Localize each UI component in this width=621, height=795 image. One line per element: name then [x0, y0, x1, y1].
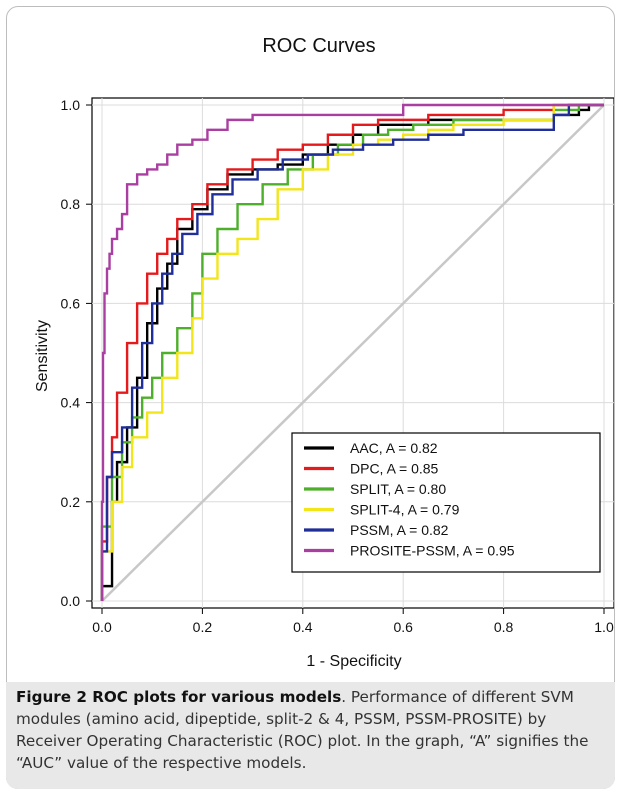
- chart-title: ROC Curves: [262, 35, 375, 57]
- y-tick-label: 1.0: [61, 97, 81, 113]
- x-tick-label: 0.4: [293, 619, 313, 635]
- legend-label-1: AAC, A = 0.82: [350, 440, 438, 456]
- legend-label-3: SPLIT, A = 0.80: [350, 481, 446, 497]
- x-tick-label: 1.0: [594, 619, 614, 635]
- legend-label-5: PSSM, A = 0.82: [350, 522, 449, 538]
- figure-caption: Figure 2 ROC plots for various models. P…: [6, 682, 615, 789]
- roc-curve-series-3: [100, 103, 604, 601]
- legend-label-6: PROSITE-PSSM, A = 0.95: [350, 543, 515, 559]
- y-tick-label: 0.8: [61, 196, 81, 212]
- y-axis-label: Sensitivity: [34, 320, 51, 392]
- legend-label-4: SPLIT-4, A = 0.79: [350, 502, 460, 518]
- roc-curve-series-6: [100, 103, 604, 601]
- y-tick-label: 0.0: [61, 593, 81, 609]
- x-tick-label: 0.6: [393, 619, 413, 635]
- figure-frame: ROC Curves 1 - Specificity Sensitivity 0…: [6, 6, 615, 789]
- caption-label: Figure 2 ROC plots for various models: [16, 688, 342, 706]
- y-tick-label: 0.6: [61, 295, 81, 311]
- diagonal-reference-line: [101, 104, 605, 602]
- x-tick-label: 0.2: [193, 619, 213, 635]
- plot-border: [91, 97, 614, 609]
- roc-curve-series-5: [100, 103, 604, 601]
- roc-curve-series-4: [100, 103, 604, 601]
- caption-text: . Performance of different SVM modules (…: [16, 688, 589, 772]
- x-tick-label: 0.8: [494, 619, 514, 635]
- roc-curve-series-2: [100, 103, 604, 601]
- y-tick-label: 0.4: [61, 395, 81, 411]
- legend-box: [291, 432, 601, 573]
- x-tick-label: 0.0: [92, 619, 112, 635]
- x-axis-label: 1 - Specificity: [306, 653, 401, 670]
- legend-label-2: DPC, A = 0.85: [350, 461, 439, 477]
- roc-chart: ROC Curves 1 - Specificity Sensitivity 0…: [34, 35, 614, 670]
- y-tick-label: 0.2: [61, 494, 81, 510]
